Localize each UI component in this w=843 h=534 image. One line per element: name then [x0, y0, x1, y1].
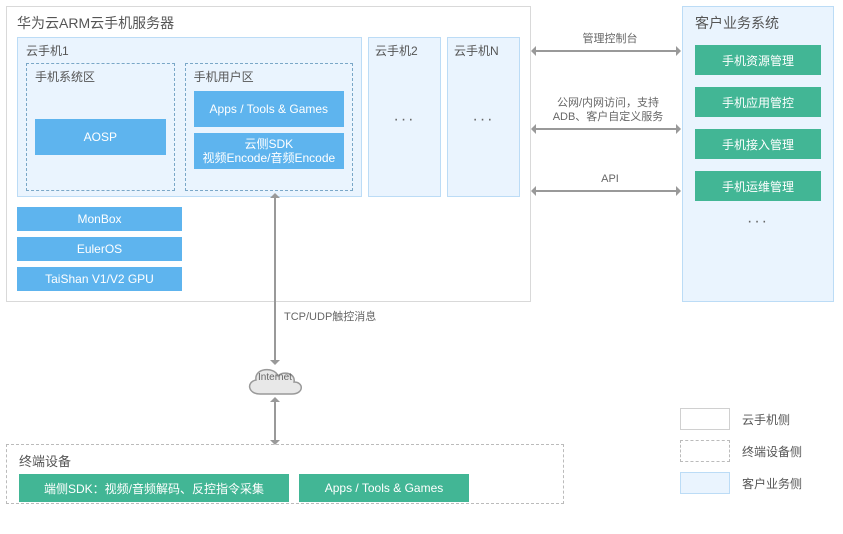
label-api: API [595, 172, 625, 186]
sdk-box: 云侧SDK 视频Encode/音频Encode [194, 133, 344, 169]
phone1-inner-row: 手机系统区 AOSP 手机用户区 Apps / Tools & Games 云侧… [26, 63, 353, 191]
client-item-1: 手机应用管控 [695, 87, 821, 117]
phone2-title: 云手机2 [369, 38, 440, 63]
stack-taishan: TaiShan V1/V2 GPU [17, 267, 182, 291]
phone1-userarea: 手机用户区 Apps / Tools & Games 云侧SDK 视频Encod… [185, 63, 353, 191]
arrow-mgmt [536, 50, 676, 52]
client-title: 客户业务系统 [695, 13, 821, 33]
sdk-l2: 视频Encode/音频Encode [202, 151, 335, 165]
phoneN-dots: ··· [448, 63, 519, 196]
phoneN-title: 云手机N [448, 38, 519, 63]
internet-cloud: Internet [240, 360, 310, 402]
legend-swatch-terminal [680, 440, 730, 462]
phone2: 云手机2 ··· [368, 37, 441, 197]
arrow-cloud-term [274, 402, 276, 440]
pubnet-l1: 公网/内网访问，支持 [557, 97, 659, 109]
stack-monbox: MonBox [17, 207, 182, 231]
terminal-panel: 终端设备 端侧SDK：视频/音频解码、反控指令采集 Apps / Tools &… [6, 444, 564, 504]
userarea-title: 手机用户区 [194, 68, 344, 85]
server-panel: 华为云ARM云手机服务器 云手机1 手机系统区 AOSP 手机用户区 Apps … [6, 6, 531, 302]
server-stack: MonBox EulerOS TaiShan V1/V2 GPU [17, 207, 182, 291]
legend-label-client: 客户业务侧 [742, 475, 802, 492]
phone1-title: 云手机1 [26, 42, 353, 59]
phones-row: 云手机1 手机系统区 AOSP 手机用户区 Apps / Tools & Gam… [7, 35, 530, 199]
client-dots: ··· [695, 213, 821, 231]
arrow-pubnet [536, 128, 676, 130]
cloud-label: Internet [240, 372, 310, 383]
phoneN: 云手机N ··· [447, 37, 520, 197]
legend-row-cloud: 云手机侧 [680, 408, 830, 430]
legend-row-terminal: 终端设备侧 [680, 440, 830, 462]
client-item-0: 手机资源管理 [695, 45, 821, 75]
stack-euleros: EulerOS [17, 237, 182, 261]
terminal-apps: Apps / Tools & Games [299, 474, 469, 502]
legend-swatch-client [680, 472, 730, 494]
label-pubnet: 公网/内网访问，支持 ADB、客户自定义服务 [540, 96, 676, 125]
sysarea-title: 手机系统区 [35, 68, 166, 85]
terminal-sdk: 端侧SDK：视频/音频解码、反控指令采集 [19, 474, 289, 502]
server-title: 华为云ARM云手机服务器 [7, 7, 530, 35]
arrow-server-cloud [274, 198, 276, 360]
terminal-title: 终端设备 [19, 451, 551, 470]
legend-row-client: 客户业务侧 [680, 472, 830, 494]
aosp-box: AOSP [35, 119, 166, 155]
client-item-2: 手机接入管理 [695, 129, 821, 159]
legend-label-terminal: 终端设备侧 [742, 443, 802, 460]
arrow-api [536, 190, 676, 192]
terminal-row: 端侧SDK：视频/音频解码、反控指令采集 Apps / Tools & Game… [19, 474, 551, 502]
sdk-l1: 云侧SDK [244, 137, 293, 151]
legend: 云手机侧 终端设备侧 客户业务侧 [680, 408, 830, 494]
label-mgmt: 管理控制台 [560, 32, 660, 46]
legend-label-cloud: 云手机侧 [742, 411, 790, 428]
pubnet-l2: ADB、客户自定义服务 [553, 111, 664, 123]
phone2-dots: ··· [369, 63, 440, 196]
apps-box: Apps / Tools & Games [194, 91, 344, 127]
client-item-3: 手机运维管理 [695, 171, 821, 201]
legend-swatch-cloud [680, 408, 730, 430]
phone1-sysarea: 手机系统区 AOSP [26, 63, 175, 191]
client-panel: 客户业务系统 手机资源管理 手机应用管控 手机接入管理 手机运维管理 ··· [682, 6, 834, 302]
label-tcp: TCP/UDP触控消息 [284, 310, 404, 324]
phone1: 云手机1 手机系统区 AOSP 手机用户区 Apps / Tools & Gam… [17, 37, 362, 197]
